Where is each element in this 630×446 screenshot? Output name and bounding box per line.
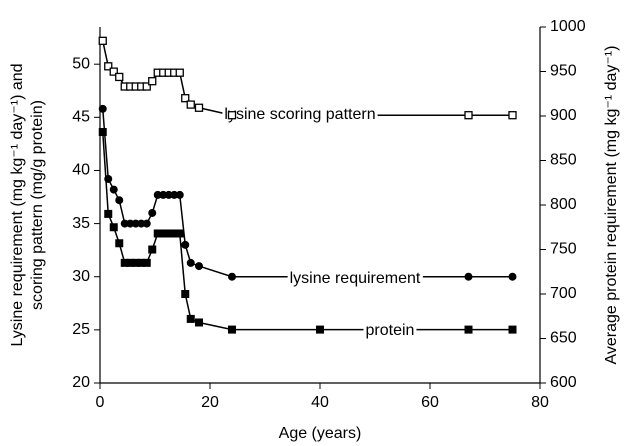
- y2-tick-label: 950: [550, 63, 577, 80]
- y-axis-label: Lysine requirement (mg kg⁻¹ day⁻¹) and: [9, 63, 26, 346]
- series-label: lysine scoring pattern: [224, 106, 375, 123]
- data-point: [227, 111, 237, 120]
- y-axis-label: scoring pattern (mg/g protein): [29, 100, 46, 310]
- data-point: [508, 325, 517, 334]
- data-point: [159, 190, 168, 199]
- x-tick-label: 20: [201, 394, 219, 411]
- series-label: lysine requirement: [290, 270, 421, 287]
- data-point: [464, 272, 473, 281]
- series-line: [102, 40, 513, 116]
- label-background: [363, 322, 417, 340]
- data-point: [109, 223, 118, 232]
- data-point: [181, 240, 190, 249]
- data-point: [186, 258, 195, 267]
- data-point: [115, 196, 124, 205]
- data-point: [464, 111, 473, 120]
- y2-axis-label: Average protein requirement (mg kg⁻¹ day…: [603, 46, 620, 365]
- y2-tick-label: 750: [550, 241, 577, 258]
- y-tick-label: 45: [72, 109, 90, 126]
- data-point: [104, 209, 113, 218]
- y-tick-label: 40: [72, 162, 90, 179]
- data-point: [316, 325, 324, 334]
- data-point: [170, 229, 179, 238]
- data-point: [175, 190, 184, 199]
- data-point: [181, 94, 190, 103]
- y2-tick-label: 1000: [550, 18, 586, 35]
- label-background: [287, 270, 423, 288]
- data-point: [464, 325, 473, 334]
- data-point: [181, 290, 190, 298]
- data-point: [120, 258, 129, 267]
- data-point: [142, 82, 151, 91]
- x-tick-label: 60: [421, 394, 439, 411]
- data-point: [115, 72, 124, 82]
- data-point: [104, 62, 113, 71]
- data-point: [98, 36, 107, 45]
- series-label: protein: [366, 322, 415, 339]
- data-point: [508, 111, 517, 120]
- data-point: [131, 258, 140, 267]
- y2-tick-label: 650: [550, 330, 577, 347]
- y2-tick-label: 900: [550, 107, 577, 124]
- x-tick-label: 0: [96, 394, 105, 411]
- data-point: [159, 229, 168, 238]
- data-point: [120, 219, 129, 228]
- data-point: [148, 208, 157, 217]
- y-tick-label: 25: [72, 321, 90, 338]
- label-background: [222, 106, 378, 124]
- x-axis-label: Age (years): [279, 425, 362, 442]
- data-point: [137, 258, 146, 267]
- data-point: [195, 262, 203, 271]
- x-tick-label: 40: [311, 394, 329, 411]
- y2-tick-label: 600: [550, 374, 577, 391]
- data-point: [148, 77, 157, 86]
- data-point: [186, 314, 195, 323]
- data-point: [194, 103, 204, 112]
- data-point: [98, 128, 107, 137]
- y-tick-label: 30: [72, 268, 90, 285]
- data-point: [142, 258, 151, 267]
- data-point: [109, 185, 118, 194]
- y2-tick-label: 850: [550, 152, 577, 169]
- data-point: [126, 219, 135, 228]
- data-point: [142, 219, 151, 228]
- data-point: [195, 318, 203, 327]
- data-point: [131, 219, 140, 228]
- data-point: [170, 190, 179, 199]
- data-point: [137, 219, 146, 228]
- y-tick-label: 50: [72, 55, 90, 72]
- data-point: [148, 245, 157, 254]
- data-point: [115, 239, 124, 248]
- data-point: [109, 67, 118, 76]
- data-point: [153, 190, 162, 199]
- y2-tick-label: 800: [550, 196, 577, 213]
- data-point: [153, 229, 162, 238]
- data-point: [508, 272, 517, 281]
- data-point: [228, 325, 236, 334]
- data-point: [228, 272, 236, 281]
- data-point: [126, 258, 135, 267]
- y-tick-label: 35: [72, 215, 90, 232]
- data-point: [98, 104, 107, 113]
- x-tick-label: 80: [531, 394, 549, 411]
- data-point: [164, 190, 173, 199]
- data-point: [164, 229, 173, 238]
- y-tick-label: 20: [72, 374, 90, 391]
- data-point: [186, 100, 195, 109]
- data-point: [175, 229, 184, 238]
- data-point: [175, 68, 184, 77]
- y2-tick-label: 700: [550, 285, 577, 302]
